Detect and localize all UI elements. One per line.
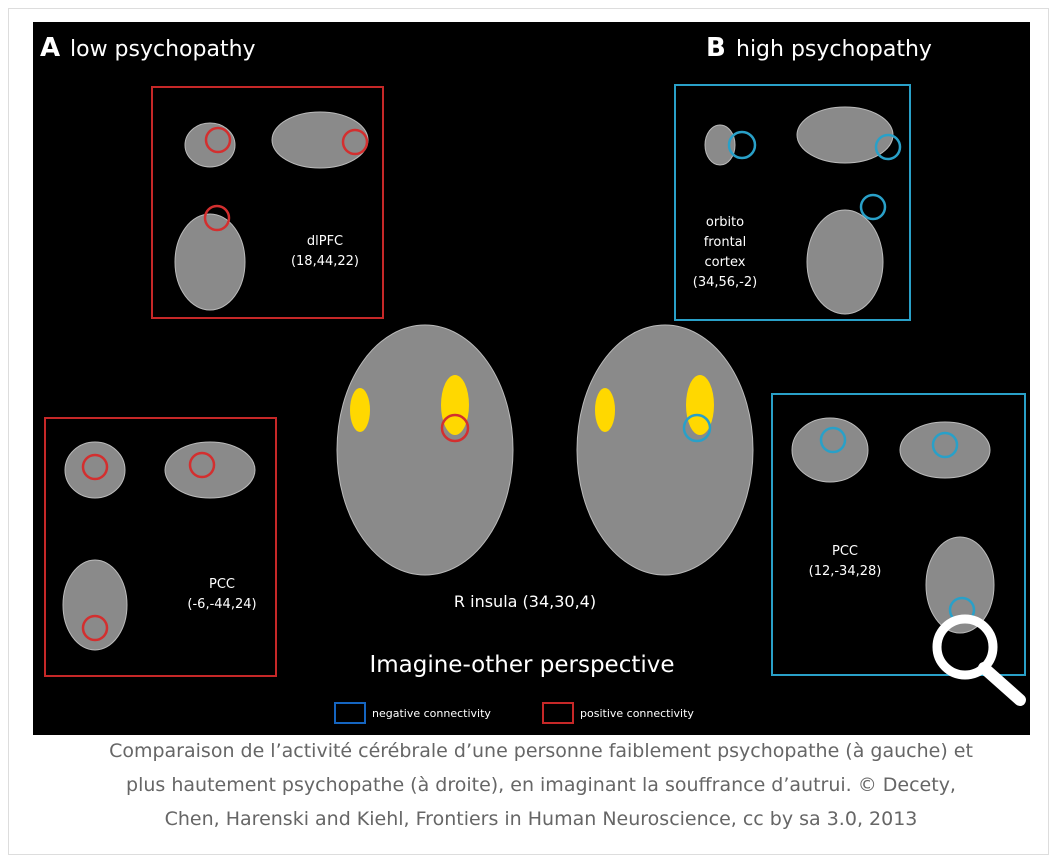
panel-letter: B (706, 33, 726, 63)
figure: A low psychopathy B high psychopathy dlP… (0, 0, 1051, 857)
caption-line: plus hautement psychopathe (à droite), e… (126, 774, 956, 796)
region-text: (12,-34,28) (809, 564, 882, 579)
region-text: (-6,-44,24) (187, 597, 256, 612)
region-text: (18,44,22) (291, 254, 359, 269)
caption: Comparaison de l’activité cérébrale d’un… (109, 740, 973, 830)
legend-label: negative connectivity (372, 707, 491, 720)
panel-title: low psychopathy (70, 37, 256, 62)
region-text: (34,56,-2) (693, 275, 757, 290)
subtitle: Imagine-other perspective (369, 652, 674, 678)
region-text: dlPFC (307, 234, 343, 249)
region-text: cortex (704, 255, 745, 270)
center-label: R insula (34,30,4) (454, 592, 596, 611)
panel-letter: A (40, 33, 60, 63)
caption-line: Chen, Harenski and Kiehl, Frontiers in H… (165, 808, 918, 830)
region-text: orbito (706, 215, 744, 230)
legend-label: positive connectivity (580, 707, 694, 720)
region-text: PCC (209, 577, 235, 592)
region-text: frontal (704, 235, 747, 250)
region-text: PCC (832, 544, 858, 559)
caption-line: Comparaison de l’activité cérébrale d’un… (109, 740, 973, 762)
page: A low psychopathy B high psychopathy dlP… (0, 0, 1051, 857)
panel-title: high psychopathy (736, 37, 932, 62)
